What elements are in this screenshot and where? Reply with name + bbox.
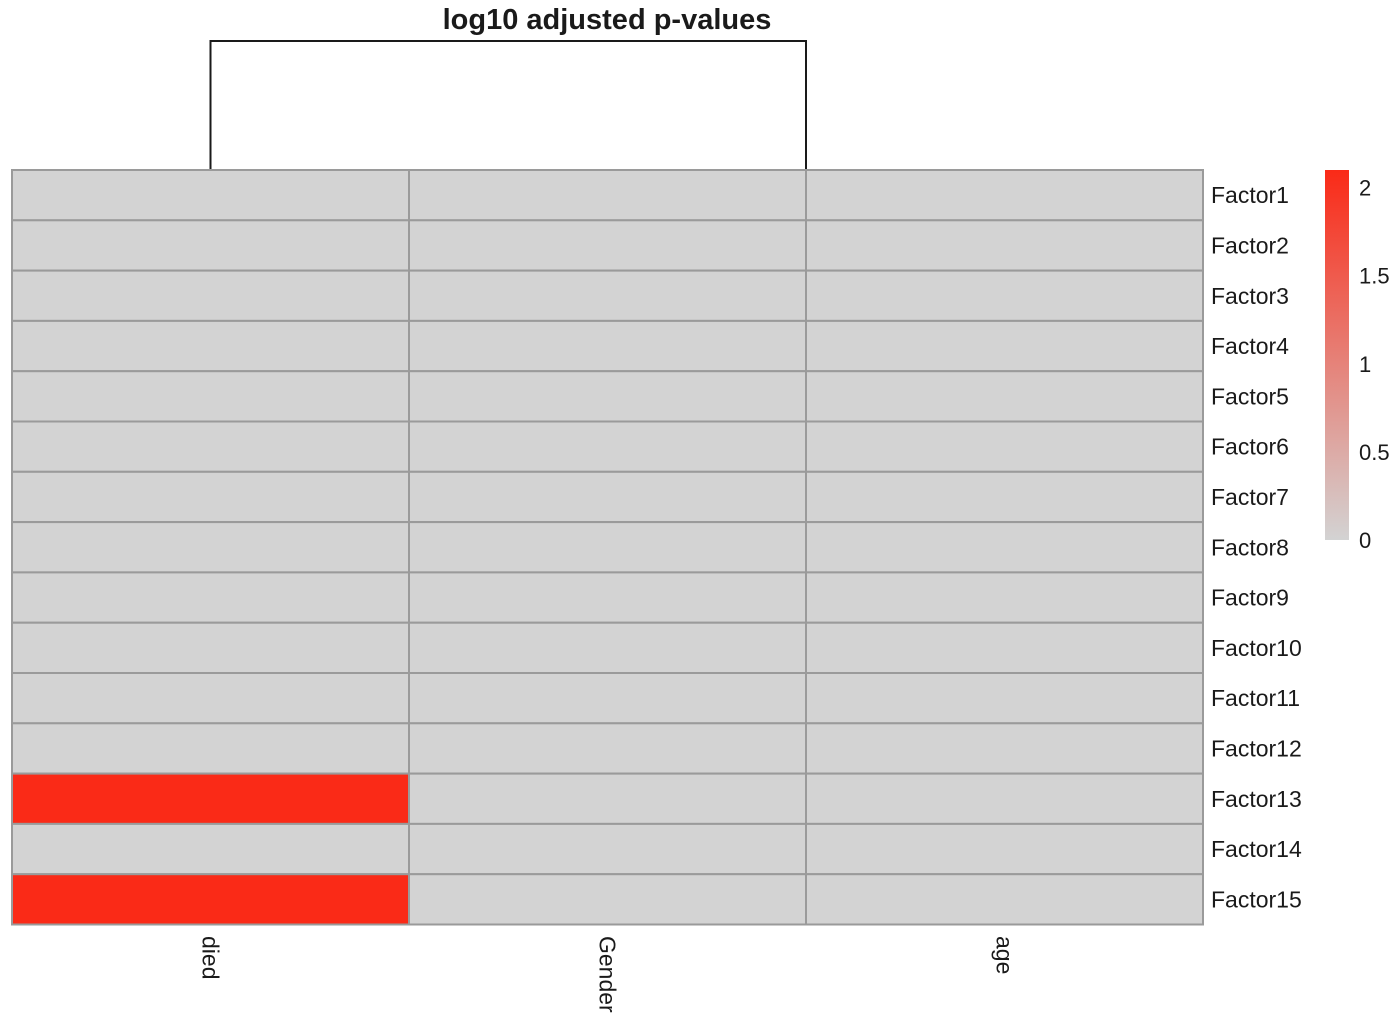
heatmap-cell-factor2-died bbox=[11, 219, 410, 272]
heatmap-cell-factor4-age bbox=[805, 319, 1204, 373]
heatmap-cell-factor2-gender bbox=[408, 219, 807, 272]
row-label: Factor13 bbox=[1211, 786, 1302, 812]
row-label: Factor4 bbox=[1211, 333, 1289, 359]
heatmap-cell-factor1-gender bbox=[408, 169, 807, 222]
row-label: Factor8 bbox=[1211, 534, 1289, 560]
heatmap-cell-factor9-gender bbox=[408, 571, 807, 624]
legend-tick-label: 0.5 bbox=[1359, 440, 1390, 465]
heatmap-cell-factor11-age bbox=[805, 672, 1204, 725]
heatmap-cell-factor3-age bbox=[805, 269, 1204, 322]
heatmap-cell-factor3-gender bbox=[408, 269, 807, 322]
heatmap-cell-factor14-died bbox=[11, 822, 410, 876]
row-label: Factor11 bbox=[1211, 685, 1300, 711]
heatmap-cell-factor13-gender bbox=[408, 772, 807, 825]
color-legend-bar bbox=[1325, 170, 1349, 540]
heatmap-cell-factor10-died bbox=[11, 621, 410, 675]
row-label: Factor14 bbox=[1211, 836, 1302, 862]
heatmap-cell-factor11-died bbox=[11, 672, 410, 725]
column-label: died bbox=[198, 936, 224, 979]
heatmap-cell-factor2-age bbox=[805, 219, 1204, 272]
chart-title: log10 adjusted p-values bbox=[443, 4, 772, 36]
row-label: Factor9 bbox=[1211, 585, 1289, 611]
heatmap-cell-factor5-died bbox=[11, 370, 410, 423]
heatmap-cell-factor6-gender bbox=[408, 420, 807, 473]
color-legend-ticks: 0 0.5 1 1.5 2 bbox=[1359, 176, 1390, 553]
heatmap-cell-factor4-died bbox=[11, 319, 410, 373]
legend-tick-label: 0 bbox=[1359, 528, 1371, 553]
heatmap-cell-factor7-gender bbox=[408, 470, 807, 524]
row-label: Factor12 bbox=[1211, 735, 1302, 761]
heatmap-cell-factor6-died bbox=[11, 420, 410, 473]
heatmap-cell-factor10-gender bbox=[408, 621, 807, 675]
heatmap-cell-factor11-gender bbox=[408, 672, 807, 725]
heatmap-cell-factor10-age bbox=[805, 621, 1204, 675]
heatmap-cell-factor5-age bbox=[805, 370, 1204, 423]
heatmap-cell-factor8-gender bbox=[408, 521, 807, 574]
heatmap-cell-factor15-died bbox=[11, 873, 410, 926]
heatmap-cell-factor13-died bbox=[11, 772, 410, 825]
row-label: Factor2 bbox=[1211, 232, 1289, 258]
legend-tick-label: 1.5 bbox=[1359, 264, 1390, 289]
heatmap-cells bbox=[11, 169, 1204, 926]
column-dendrogram bbox=[209, 40, 1005, 171]
column-label: age bbox=[992, 936, 1018, 974]
heatmap-cell-factor15-gender bbox=[408, 873, 807, 926]
heatmap-cell-factor9-age bbox=[805, 571, 1204, 624]
row-label: Factor10 bbox=[1211, 635, 1302, 661]
row-labels: Factor1 Factor2 Factor3 Factor4 Factor5 Facto… bbox=[1211, 182, 1302, 912]
heatmap-cell-factor14-age bbox=[805, 822, 1204, 876]
row-label: Factor3 bbox=[1211, 283, 1289, 309]
row-label: Factor7 bbox=[1211, 484, 1289, 510]
heatmap-cell-factor3-died bbox=[11, 269, 410, 322]
heatmap-cell-factor1-died bbox=[11, 169, 410, 222]
color-legend: 0 0.5 1 1.5 2 bbox=[1325, 170, 1390, 553]
heatmap-cell-factor15-age bbox=[805, 873, 1204, 926]
heatmap-cell-factor14-gender bbox=[408, 822, 807, 876]
heatmap-cell-factor6-age bbox=[805, 420, 1204, 473]
heatmap-cell-factor12-age bbox=[805, 722, 1204, 775]
heatmap-cell-factor8-died bbox=[11, 521, 410, 574]
dendrogram-branch bbox=[209, 40, 1005, 171]
heatmap-cell-factor9-died bbox=[11, 571, 410, 624]
row-label: Factor1 bbox=[1211, 182, 1289, 208]
row-label: Factor6 bbox=[1211, 434, 1289, 460]
heatmap-cell-factor12-died bbox=[11, 722, 410, 775]
heatmap-cell-factor12-gender bbox=[408, 722, 807, 775]
heatmap-cell-factor13-age bbox=[805, 772, 1204, 825]
heatmap-cell-factor8-age bbox=[805, 521, 1204, 574]
heatmap-cell-factor7-age bbox=[805, 470, 1204, 524]
legend-tick-label: 1 bbox=[1359, 352, 1371, 377]
heatmap-cell-factor4-gender bbox=[408, 319, 807, 373]
column-labels: died Gender age bbox=[198, 936, 1018, 1013]
heatmap-cell-factor5-gender bbox=[408, 370, 807, 423]
heatmap-cell-factor1-age bbox=[805, 169, 1204, 222]
heatmap-cell-factor7-died bbox=[11, 470, 410, 524]
row-label: Factor15 bbox=[1211, 886, 1302, 912]
column-label: Gender bbox=[595, 936, 621, 1013]
legend-tick-label: 2 bbox=[1359, 176, 1371, 201]
row-label: Factor5 bbox=[1211, 383, 1289, 409]
